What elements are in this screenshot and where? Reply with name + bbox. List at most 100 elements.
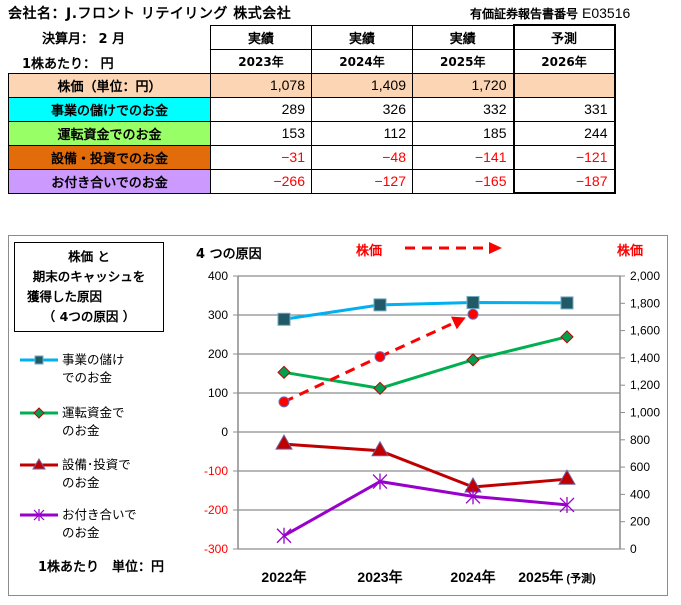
data-point-star xyxy=(372,473,388,490)
company-name: 会社名：J.フロント リテイリング 株式会社 xyxy=(8,3,291,23)
cashflow-table: 実績 実績 実績 予測 2023年 2024年 2025年 2026年 株価（単… xyxy=(8,24,616,194)
left-tick-label: -200 xyxy=(204,503,228,517)
caption-line: （ 4つの原因 ） xyxy=(42,309,136,324)
right-tick-label: 1,800 xyxy=(630,296,660,310)
table-row-stock-price: 株価（単位：円） 1,078 1,409 1,720 xyxy=(8,72,616,98)
series-設備・投資でのお金 xyxy=(275,434,576,493)
right-tick-label: 400 xyxy=(630,487,650,501)
company-label: 会社名： xyxy=(8,6,66,22)
right-tick-label: 600 xyxy=(630,460,650,474)
right-tick-label: 800 xyxy=(630,433,650,447)
series-line xyxy=(283,335,568,390)
legend-marker-diamond-icon xyxy=(20,407,58,419)
data-point-triangle xyxy=(371,440,389,457)
cell: −141 xyxy=(412,144,514,170)
legend-label: のお金 xyxy=(62,475,100,490)
x-category-suffix: (予測) xyxy=(566,571,596,585)
left-tick-label: 200 xyxy=(208,347,228,361)
cell: 153 xyxy=(210,120,312,146)
legend-marker-square-icon xyxy=(20,355,58,365)
right-tick-label: 2,000 xyxy=(630,269,660,283)
data-point-diamond xyxy=(277,365,291,380)
series-line xyxy=(283,479,568,538)
data-point-triangle xyxy=(558,469,576,485)
data-point-square xyxy=(277,312,291,326)
col-year-forecast: 2026年 xyxy=(512,48,616,74)
chart-title-reasons: 4 つの原因 xyxy=(196,247,262,262)
x-category-label: 2023年 xyxy=(357,569,402,585)
legend-label: 設備･投資で xyxy=(62,457,131,472)
data-point-triangle xyxy=(275,434,293,450)
cell: −165 xyxy=(412,168,514,194)
legend-marker-triangle-icon xyxy=(20,458,58,470)
right-tick-label: 200 xyxy=(630,515,650,529)
right-tick-label: 1,400 xyxy=(630,351,660,365)
cell: −187 xyxy=(512,168,616,194)
caption-line: 期末のキャッシュを xyxy=(32,269,146,284)
unit-note: 1株あたり 単位：円 xyxy=(38,560,165,575)
data-point-star xyxy=(276,527,292,544)
per-share-unit: 1株あたり： 円 xyxy=(22,57,114,72)
data-point-diamond xyxy=(373,381,387,396)
cell: −127 xyxy=(311,168,413,194)
left-tick-label: 100 xyxy=(208,386,228,400)
doc-number-label: 有価証券報告書番号 xyxy=(470,7,579,21)
table-row-working-capital: 運転資金でのお金 153 112 185 244 xyxy=(8,120,616,146)
data-point-diamond xyxy=(560,330,574,344)
row-label: 設備・投資でのお金 xyxy=(8,144,211,170)
legend-label: お付き合いで xyxy=(62,507,137,522)
cell: −266 xyxy=(210,168,312,194)
col-year: 2023年 xyxy=(210,48,312,74)
data-point-square xyxy=(466,296,480,310)
data-point-star xyxy=(559,496,575,513)
price-line-segment xyxy=(379,321,455,359)
company-name-value: J.フロント リテイリング 株式会社 xyxy=(66,6,292,22)
caption-line: 獲得した原因 xyxy=(27,289,103,304)
price-point xyxy=(467,308,479,320)
chart-caption-box: 株価 と 期末のキャッシュを 獲得した原因 （ 4つの原因 ） xyxy=(14,242,164,332)
cell: 185 xyxy=(412,120,514,146)
doc-number: 有価証券報告書番号 E03516 xyxy=(470,5,630,22)
left-tick-label: 300 xyxy=(208,308,228,322)
series-株価 xyxy=(278,308,479,408)
data-point-square xyxy=(560,296,574,310)
series-事業の儲けでのお金 xyxy=(277,296,574,326)
cell: 1,078 xyxy=(210,72,312,98)
chart-title-price: 株価 xyxy=(356,244,383,259)
data-point-square xyxy=(373,298,387,312)
data-point-diamond xyxy=(466,353,480,367)
series-line xyxy=(283,301,568,321)
row-label: お付き合いでのお金 xyxy=(8,168,211,194)
left-tick-label: -300 xyxy=(204,542,228,556)
price-point xyxy=(374,351,386,363)
table-row-financing: お付き合いでのお金 −266 −127 −165 −187 xyxy=(8,168,616,194)
legend-marker-star-icon xyxy=(20,509,58,521)
right-tick-label: 1,000 xyxy=(630,406,660,420)
right-tick-label: 1,200 xyxy=(630,378,660,392)
legend-label: のお金 xyxy=(62,525,100,540)
right-axis-title: 株価 xyxy=(617,244,644,259)
table-row-investment: 設備・投資でのお金 −31 −48 −141 −121 xyxy=(8,144,616,170)
left-tick-label: 400 xyxy=(208,269,228,283)
legend-label: 事業の儲け xyxy=(62,352,125,367)
row-label: 株価（単位：円） xyxy=(8,72,211,98)
series-line xyxy=(283,442,568,489)
cell: 289 xyxy=(210,96,312,122)
row-label: 事業の儲けでのお金 xyxy=(8,96,211,122)
doc-number-value: E03516 xyxy=(582,5,631,21)
left-tick-label: 0 xyxy=(221,425,228,439)
right-tick-label: 1,600 xyxy=(630,324,660,338)
price-line-segment xyxy=(283,355,381,404)
legend-label: のお金 xyxy=(62,423,100,438)
x-category-label: 2025年 (予測) xyxy=(518,569,596,585)
cell: 1,409 xyxy=(311,72,413,98)
col-kind: 実績 xyxy=(210,24,312,50)
price-arrowhead xyxy=(450,316,466,330)
legend-label: 運転資金で xyxy=(62,405,125,420)
x-category-label: 2024年 xyxy=(450,569,495,585)
cell: 112 xyxy=(311,120,413,146)
col-kind: 実績 xyxy=(311,24,413,50)
fiscal-month: 決算月： 2 月 xyxy=(42,32,126,47)
x-category-label: 2022年 xyxy=(261,569,306,585)
